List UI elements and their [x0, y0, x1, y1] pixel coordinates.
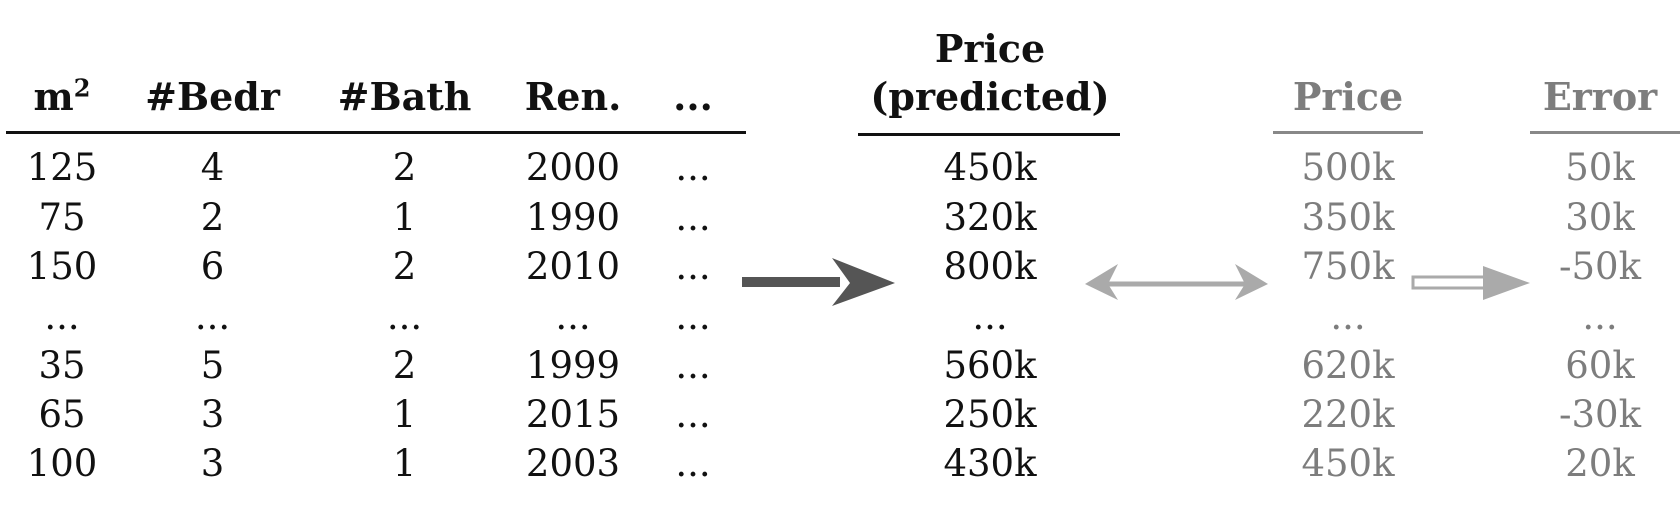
cell-actual: 220k — [1301, 393, 1395, 436]
header-bathrooms: #Bath — [337, 74, 472, 119]
cell-bathrooms: 2 — [392, 344, 417, 387]
cell-area: ... — [44, 295, 80, 338]
cell-bathrooms: 1 — [392, 393, 417, 436]
cell-predicted: 560k — [943, 344, 1037, 387]
cell-actual: 620k — [1301, 344, 1395, 387]
header-area: m2 — [22, 74, 102, 120]
cell-predicted: 320k — [943, 196, 1037, 239]
features-header-rule — [6, 131, 746, 134]
cell-more: ... — [675, 442, 711, 485]
cell-more: ... — [675, 344, 711, 387]
cell-error: 60k — [1565, 344, 1635, 387]
cell-predicted: 800k — [943, 245, 1037, 288]
cell-renovated: 2003 — [525, 442, 621, 485]
cell-actual: 350k — [1301, 196, 1395, 239]
cell-predicted: 430k — [943, 442, 1037, 485]
cell-bathrooms: 2 — [392, 245, 417, 288]
cell-error: ... — [1582, 295, 1618, 338]
cell-actual: 750k — [1301, 245, 1395, 288]
cell-area: 150 — [26, 245, 98, 288]
cell-bathrooms: 2 — [392, 146, 417, 189]
cell-error: 50k — [1565, 146, 1635, 189]
cell-bedrooms: 2 — [200, 196, 225, 239]
cell-bedrooms: 5 — [200, 344, 225, 387]
cell-renovated: 1990 — [525, 196, 621, 239]
cell-more: ... — [675, 295, 711, 338]
cell-error: -50k — [1558, 245, 1641, 288]
cell-bedrooms: ... — [194, 295, 231, 338]
cell-more: ... — [675, 393, 711, 436]
cell-predicted: 250k — [943, 393, 1037, 436]
predicted-header-rule — [858, 133, 1120, 136]
cell-more: ... — [675, 245, 711, 288]
cell-bathrooms: 1 — [392, 196, 417, 239]
header-more: ... — [673, 74, 713, 119]
actual-header-rule — [1273, 131, 1423, 134]
cell-renovated: 2010 — [525, 245, 621, 288]
header-error: Error — [1542, 74, 1658, 119]
cell-more: ... — [675, 146, 711, 189]
error-arrow — [1411, 266, 1530, 300]
cell-area: 35 — [38, 344, 86, 387]
cell-error: -30k — [1558, 393, 1641, 436]
header-renovated: Ren. — [524, 74, 622, 119]
cell-area: 75 — [38, 196, 86, 239]
cell-bedrooms: 4 — [200, 146, 225, 189]
cell-area: 125 — [26, 146, 98, 189]
header-area-label: m — [33, 74, 74, 119]
cell-predicted: ... — [972, 295, 1008, 338]
cell-bedrooms: 6 — [200, 245, 225, 288]
cell-renovated: 1999 — [525, 344, 621, 387]
cell-actual: 500k — [1301, 146, 1395, 189]
header-bedrooms: #Bedr — [145, 74, 280, 119]
cell-error: 30k — [1565, 196, 1635, 239]
cell-error: 20k — [1565, 442, 1635, 485]
cell-bedrooms: 3 — [200, 393, 225, 436]
predict-arrow — [742, 258, 895, 306]
header-predicted-price-line2: (predicted) — [870, 74, 1110, 119]
cell-bedrooms: 3 — [200, 442, 225, 485]
cell-actual: 450k — [1301, 442, 1395, 485]
cell-bathrooms: 1 — [392, 442, 417, 485]
cell-more: ... — [675, 196, 711, 239]
cell-bathrooms: ... — [386, 295, 423, 338]
cell-predicted: 450k — [943, 146, 1037, 189]
cell-area: 65 — [38, 393, 86, 436]
cell-actual: ... — [1330, 295, 1366, 338]
header-actual-price: Price — [1292, 74, 1404, 119]
error-header-rule — [1530, 131, 1680, 134]
header-area-superscript: 2 — [73, 73, 91, 103]
cell-renovated: 2000 — [525, 146, 621, 189]
cell-area: 100 — [26, 442, 98, 485]
cell-renovated: ... — [555, 295, 591, 338]
header-predicted-price-line1: Price — [934, 26, 1046, 71]
cell-renovated: 2015 — [525, 393, 621, 436]
compare-arrow — [1085, 264, 1268, 300]
